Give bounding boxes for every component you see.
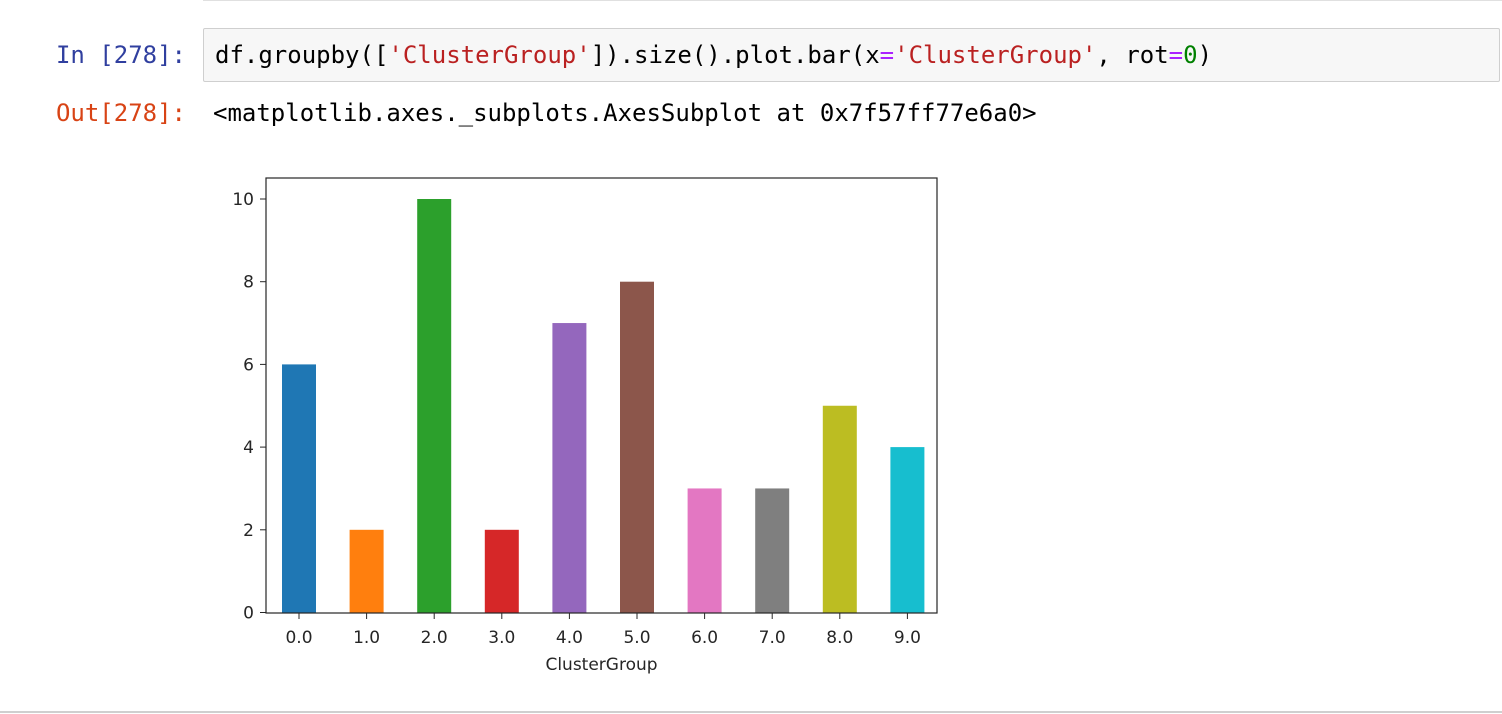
bar-9.0 bbox=[890, 447, 925, 613]
code-editor[interactable]: df.groupby(['ClusterGroup']).size().plot… bbox=[203, 28, 1500, 82]
bar-0.0 bbox=[282, 364, 316, 613]
y-tick-label: 8 bbox=[243, 273, 254, 293]
axes-frame bbox=[265, 177, 938, 614]
bar-4.0 bbox=[552, 323, 587, 613]
x-tick-label: 3.0 bbox=[488, 628, 515, 648]
output-repr-text: <matplotlib.axes._subplots.AxesSubplot a… bbox=[213, 99, 1037, 127]
bar-6.0 bbox=[687, 488, 722, 613]
bar-7.0 bbox=[755, 488, 790, 613]
y-tick-label: 0 bbox=[243, 604, 254, 624]
y-tick-label: 6 bbox=[243, 355, 254, 375]
x-tick-label: 4.0 bbox=[556, 628, 583, 648]
code-token: = bbox=[1168, 41, 1184, 69]
top-divider bbox=[203, 0, 1502, 1]
code-token: , rot bbox=[1096, 41, 1169, 69]
bar-1.0 bbox=[349, 529, 384, 613]
x-tick-label: 2.0 bbox=[421, 628, 448, 648]
x-tick-label: 0.0 bbox=[285, 628, 312, 648]
y-tick-label: 4 bbox=[243, 438, 254, 458]
x-tick-label: 9.0 bbox=[894, 628, 921, 648]
bottom-divider bbox=[0, 711, 1502, 713]
x-tick-label: 7.0 bbox=[759, 628, 786, 648]
bar-5.0 bbox=[620, 281, 654, 613]
output-prompt: Out[278]: bbox=[55, 99, 186, 127]
x-tick-label: 8.0 bbox=[826, 628, 853, 648]
code-token: df.groupby([ bbox=[215, 41, 389, 69]
code-token: 'ClusterGroup' bbox=[388, 41, 591, 69]
x-tick-label: 6.0 bbox=[691, 628, 718, 648]
y-tick-label: 10 bbox=[232, 190, 254, 210]
bar-2.0 bbox=[417, 199, 452, 613]
code-token: 'ClusterGroup' bbox=[894, 41, 1097, 69]
code-token: ]).size().plot.bar(x bbox=[590, 41, 880, 69]
code-token: = bbox=[879, 41, 895, 69]
y-tick-label: 2 bbox=[243, 521, 254, 541]
input-cell[interactable]: In [278]: df.groupby(['ClusterGroup']).s… bbox=[0, 28, 1502, 84]
code-token: 0 bbox=[1183, 41, 1198, 69]
x-tick-label: 1.0 bbox=[353, 628, 380, 648]
x-tick-label: 5.0 bbox=[623, 628, 650, 648]
code-token: ) bbox=[1197, 41, 1213, 69]
bar-3.0 bbox=[484, 529, 519, 613]
input-prompt: In [278]: bbox=[55, 41, 186, 69]
bar-8.0 bbox=[822, 405, 857, 613]
x-axis-label: ClusterGroup bbox=[545, 655, 657, 675]
code-line[interactable]: df.groupby(['ClusterGroup']).size().plot… bbox=[215, 40, 1212, 70]
